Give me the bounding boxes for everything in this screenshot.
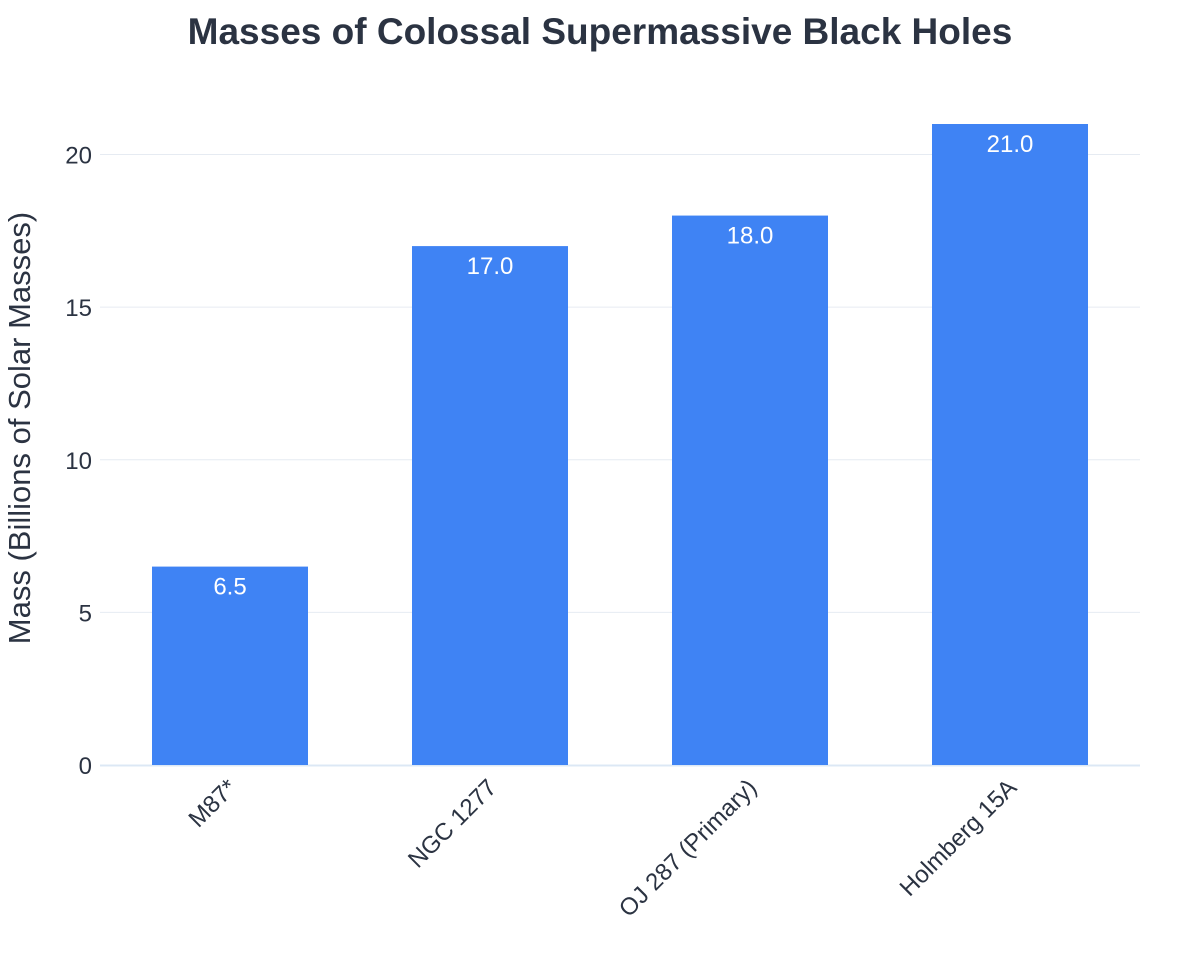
- bar-value-label: 21.0: [987, 131, 1034, 158]
- bar-value-label: 18.0: [727, 223, 774, 250]
- bar: [412, 246, 568, 766]
- bar-value-label: 6.5: [213, 574, 246, 601]
- y-tick-label: 10: [65, 448, 92, 475]
- bar: [152, 566, 308, 765]
- bar: [672, 215, 828, 766]
- y-axis-label: Mass (Billions of Solar Masses): [2, 212, 37, 644]
- y-tick-label: 20: [65, 143, 92, 170]
- y-tick-label: 0: [79, 753, 92, 780]
- bar-value-label: 17.0: [467, 253, 514, 280]
- x-tick-label: NGC 1277: [403, 774, 502, 873]
- x-tick-label: OJ 287 (Primary): [614, 774, 762, 922]
- y-tick-label: 15: [65, 295, 92, 322]
- x-tick-label: Holmberg 15A: [895, 774, 1023, 902]
- chart-title: Masses of Colossal Supermassive Black Ho…: [188, 11, 1013, 52]
- y-axis-ticks: 0 5 10 15 20: [65, 143, 92, 780]
- bar: [932, 124, 1088, 765]
- y-tick-label: 5: [79, 600, 92, 627]
- bars: 6.5 17.0 18.0 21.0: [152, 124, 1088, 766]
- x-axis-ticks: M87* NGC 1277 OJ 287 (Primary) Holmberg 15A: [184, 774, 1023, 922]
- x-tick-label: M87*: [184, 774, 243, 833]
